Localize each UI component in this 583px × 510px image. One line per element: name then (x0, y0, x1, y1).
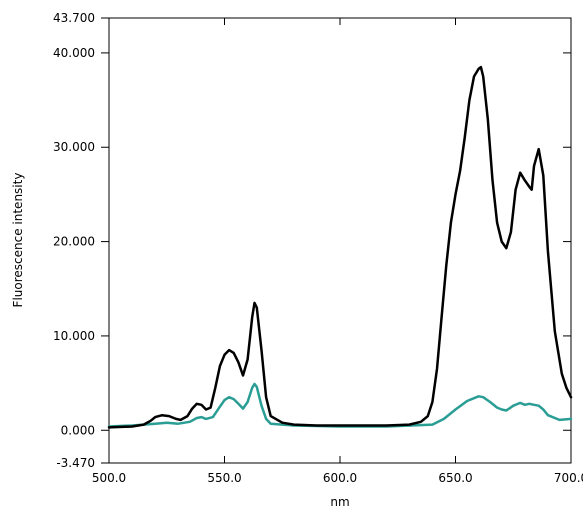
y-tick-label: 10.000 (53, 329, 95, 343)
y-axis: -3.470 0.000 10.000 20.000 30.000 40.000 43.70… (53, 11, 571, 470)
x-axis-label: nm (330, 495, 349, 509)
y-tick-label: -3.470 (56, 456, 95, 470)
y-tick-label: 43.700 (53, 11, 95, 25)
y-tick-label: 30.000 (53, 140, 95, 154)
y-tick-label: 20.000 (53, 235, 95, 249)
x-axis: 500.0 550.0 600.0 650.0 700.0 (92, 18, 583, 485)
x-tick-label: 650.0 (438, 471, 472, 485)
x-tick-label: 550.0 (207, 471, 241, 485)
y-axis-label: Fluorescence intensity (11, 173, 25, 308)
x-tick-label: 500.0 (92, 471, 126, 485)
x-tick-label: 600.0 (323, 471, 357, 485)
y-tick-label: 0.000 (61, 423, 95, 437)
x-tick-label: 700.0 (554, 471, 583, 485)
series-line (107, 65, 573, 429)
series-layer (107, 65, 573, 429)
y-tick-label: 40.000 (53, 46, 95, 60)
